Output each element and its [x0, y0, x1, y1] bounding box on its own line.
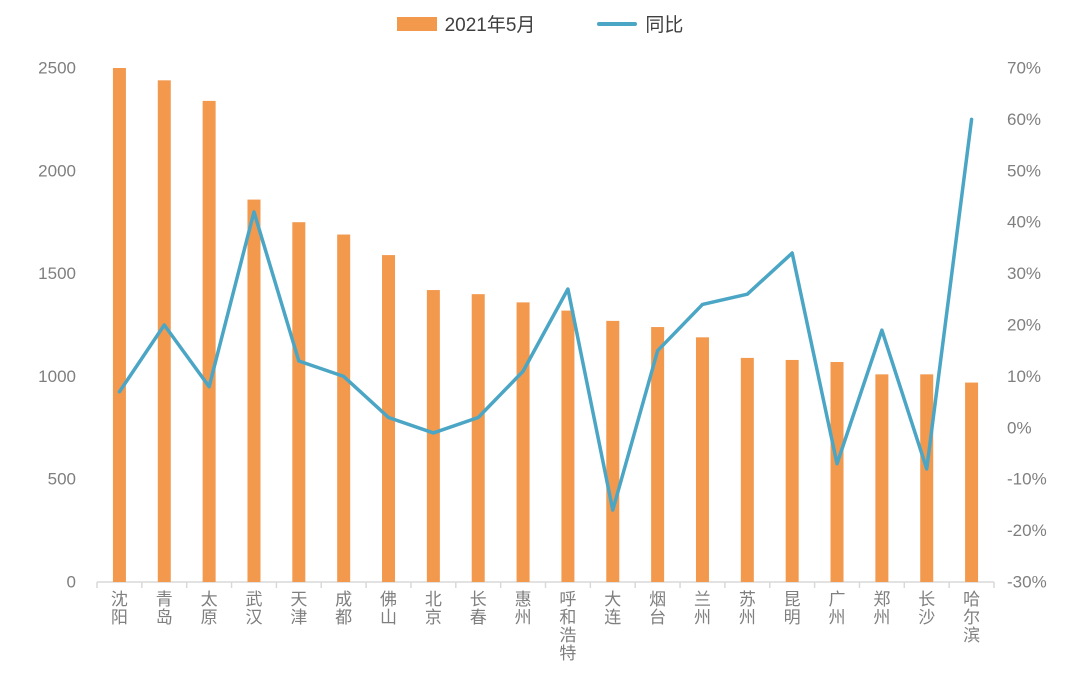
y-axis-left-label: 0	[67, 573, 76, 592]
x-axis-category-label: 昆明	[784, 590, 801, 627]
x-axis-category-label: 天津	[290, 590, 307, 627]
x-axis-category-label: 哈尔滨	[963, 590, 980, 645]
y-axis-right-label: 20%	[1007, 316, 1041, 335]
bar	[740, 357, 754, 582]
x-axis-category-label: 郑州	[873, 590, 890, 627]
bar	[471, 294, 485, 582]
y-axis-left-label: 1500	[38, 264, 76, 283]
x-axis-category-label: 武汉	[245, 590, 262, 627]
y-axis-right-label: 70%	[1007, 59, 1041, 78]
x-axis-category-label: 大连	[604, 590, 621, 627]
y-axis-right-label: 60%	[1007, 110, 1041, 129]
y-axis-right-label: -30%	[1007, 573, 1047, 592]
x-axis-category-label: 烟台	[649, 590, 666, 627]
x-axis-category-label: 北京	[425, 590, 442, 627]
y-axis-left-label: 2000	[38, 161, 76, 180]
y-axis-left-label: 500	[48, 470, 76, 489]
bar	[157, 80, 171, 582]
bar	[785, 359, 799, 582]
y-axis-right-label: 30%	[1007, 264, 1041, 283]
x-axis-category-label: 呼和浩特	[559, 590, 576, 663]
bar	[830, 362, 844, 582]
bar	[875, 374, 889, 582]
bar	[292, 222, 306, 582]
y-axis-right-label: -20%	[1007, 521, 1047, 540]
x-axis-category-label: 兰州	[694, 590, 711, 627]
y-axis-left-label: 1000	[38, 367, 76, 386]
bar	[920, 374, 934, 582]
x-axis-category-label: 成都	[335, 590, 352, 627]
bar	[695, 337, 709, 582]
y-axis-right-label: 10%	[1007, 367, 1041, 386]
y-axis-right-label: 0%	[1007, 418, 1032, 437]
x-axis-category-label: 太原	[201, 590, 218, 627]
bar	[426, 290, 440, 582]
x-axis-category-label: 长沙	[918, 590, 935, 627]
y-axis-right-label: 50%	[1007, 161, 1041, 180]
y-axis-right-label: 40%	[1007, 213, 1041, 232]
bar	[606, 320, 620, 582]
line-series-path	[117, 117, 974, 512]
x-axis-category-label: 青岛	[156, 590, 173, 627]
bar	[651, 327, 665, 582]
x-axis-category-label: 惠州	[515, 590, 532, 627]
x-axis-category-label: 广州	[829, 590, 846, 627]
bar	[965, 382, 979, 582]
y-axis-left-label: 2500	[38, 59, 76, 78]
bar	[516, 302, 530, 582]
x-axis-category-label: 苏州	[739, 590, 756, 627]
bar	[202, 100, 216, 582]
bar	[337, 234, 351, 582]
bar	[247, 199, 261, 583]
bar	[561, 310, 575, 582]
x-axis-category-label: 长春	[470, 590, 487, 627]
x-axis-category-label: 沈阳	[111, 590, 128, 627]
x-axis-category-label: 佛山	[380, 590, 397, 627]
y-axis-right-label: -10%	[1007, 470, 1047, 489]
bar	[112, 68, 126, 582]
